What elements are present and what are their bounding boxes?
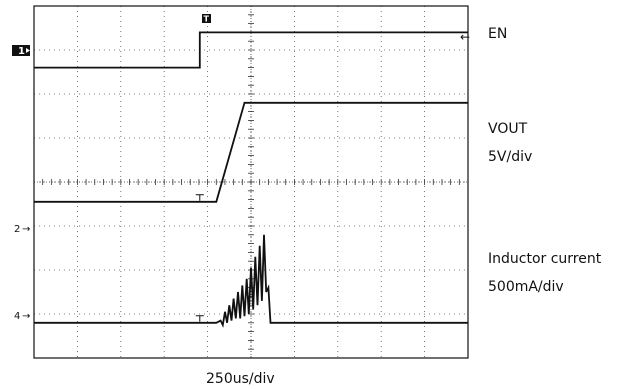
trace-en <box>34 31 468 69</box>
channel-1-marker: 1 <box>12 45 30 57</box>
inductor-current-label: Inductor current <box>488 251 602 267</box>
channel-2-marker: 2 → <box>14 224 30 235</box>
arrow-right-icon: → <box>22 224 30 235</box>
trace-vout <box>34 101 468 203</box>
graticule <box>33 5 469 359</box>
channel-4-label: 4 <box>14 311 20 322</box>
traces <box>34 31 468 328</box>
arrow-right-icon: → <box>22 311 30 322</box>
trigger-level-arrow-icon: ← <box>460 30 470 44</box>
trigger-marker-label: T <box>204 15 210 24</box>
trigger-marker-top: T <box>202 14 211 24</box>
channel-2-label: 2 <box>14 224 20 235</box>
vout-scale-label: 5V/div <box>488 149 532 165</box>
trigger-position-tick <box>195 194 204 201</box>
vout-label: VOUT <box>488 121 528 137</box>
channel-4-marker: 4 → <box>14 311 30 322</box>
trace-inductor-current <box>34 234 468 328</box>
x-axis-label: 250us/div <box>206 371 275 387</box>
en-label: EN <box>488 26 507 42</box>
channel-1-label: 1 <box>18 46 25 57</box>
trigger-position-tick <box>195 315 204 322</box>
plot-frame <box>33 5 469 359</box>
inductor-scale-label: 500mA/div <box>488 279 564 295</box>
